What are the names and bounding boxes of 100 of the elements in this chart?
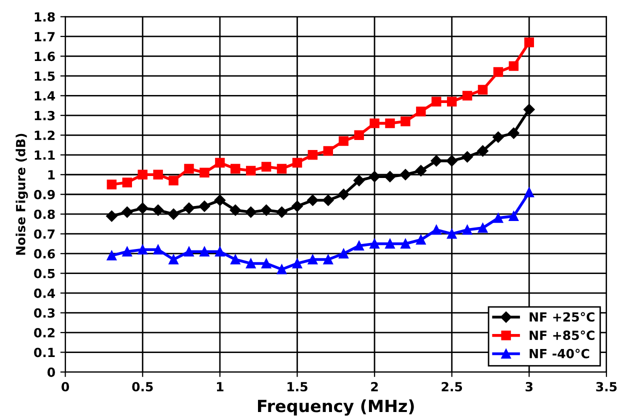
point (508, 128, 520, 139)
legend-label: NF -40°C (530, 348, 590, 358)
point (292, 258, 302, 268)
point (338, 248, 348, 258)
y-tick-label: 0.9 (34, 190, 55, 200)
x-tick-label: 0 (62, 382, 70, 392)
y-tick-label: 1.5 (34, 72, 55, 81)
point (153, 244, 163, 254)
point (245, 206, 256, 218)
point (368, 171, 380, 182)
point (230, 164, 240, 174)
point (168, 176, 178, 186)
y-tick-label: 1 (48, 170, 55, 180)
point (524, 38, 534, 48)
point (106, 180, 117, 190)
point (432, 225, 442, 235)
point (215, 158, 225, 168)
point (384, 171, 396, 182)
x-tick-label: 3 (526, 382, 532, 392)
point (184, 164, 194, 174)
point (353, 174, 365, 186)
point (261, 162, 272, 172)
x-tick-label: 2 (371, 382, 378, 392)
point (462, 225, 472, 235)
point (200, 246, 210, 256)
point (246, 166, 256, 176)
point (152, 204, 164, 216)
x-tick-label: 1 (216, 382, 224, 392)
point (462, 90, 472, 101)
point (385, 118, 395, 128)
point (138, 170, 148, 180)
y-tick-label: 0.6 (34, 249, 55, 259)
point (446, 228, 457, 239)
point (200, 168, 210, 178)
y-tick-label: 0.7 (34, 229, 55, 239)
y-tick-label: 0.3 (34, 308, 55, 318)
point (122, 246, 132, 256)
point (292, 200, 303, 212)
point (462, 151, 473, 162)
y-tick-label: 1.7 (34, 32, 55, 42)
point (153, 170, 163, 180)
x-tick-label: 1.5 (288, 382, 308, 392)
point (168, 254, 178, 264)
point (261, 258, 272, 268)
point (416, 234, 426, 245)
y-tick-label: 0.8 (34, 210, 55, 220)
point (106, 250, 117, 260)
point (432, 96, 442, 106)
point (446, 96, 457, 106)
point (198, 200, 210, 212)
point (338, 136, 348, 146)
y-tick-label: 1.1 (34, 150, 55, 160)
point (478, 223, 488, 233)
point (260, 204, 272, 216)
point (138, 244, 148, 254)
point (308, 150, 318, 160)
point (415, 165, 427, 176)
point (183, 202, 195, 214)
y-tick-label: 1.2 (34, 130, 55, 140)
point (370, 118, 380, 128)
point (524, 188, 534, 198)
legend-label: NF +85°C (530, 330, 594, 340)
y-tick-label: 1.4 (34, 91, 56, 100)
point (446, 155, 458, 166)
point (400, 169, 412, 180)
point (230, 254, 240, 264)
point (137, 202, 148, 214)
point (493, 213, 504, 223)
point (508, 61, 519, 71)
point (370, 238, 380, 249)
point (214, 194, 226, 206)
point (400, 116, 410, 126)
point (276, 206, 288, 218)
x-tick-label: 0.5 (132, 382, 153, 392)
point (430, 155, 442, 166)
point (122, 178, 132, 188)
point (246, 258, 256, 268)
y-tick-label: 0.4 (34, 288, 56, 298)
point (477, 145, 488, 157)
point (276, 164, 287, 174)
point (308, 254, 318, 264)
point (416, 106, 426, 116)
point (354, 240, 364, 251)
point (122, 206, 133, 218)
point (230, 204, 241, 216)
point (524, 104, 535, 116)
point (106, 210, 118, 222)
point (385, 238, 395, 249)
point (168, 208, 180, 220)
y-tick-label: 0.1 (34, 348, 55, 358)
point (292, 158, 302, 168)
point (338, 188, 350, 200)
point (323, 254, 334, 264)
y-tick-label: 1.3 (34, 110, 55, 120)
point (493, 67, 504, 77)
y-tick-label: 0.2 (34, 328, 55, 338)
y-tick-label: 0 (47, 367, 55, 377)
y-tick-label: 1.6 (34, 52, 55, 62)
point (400, 238, 410, 249)
point (508, 211, 519, 221)
